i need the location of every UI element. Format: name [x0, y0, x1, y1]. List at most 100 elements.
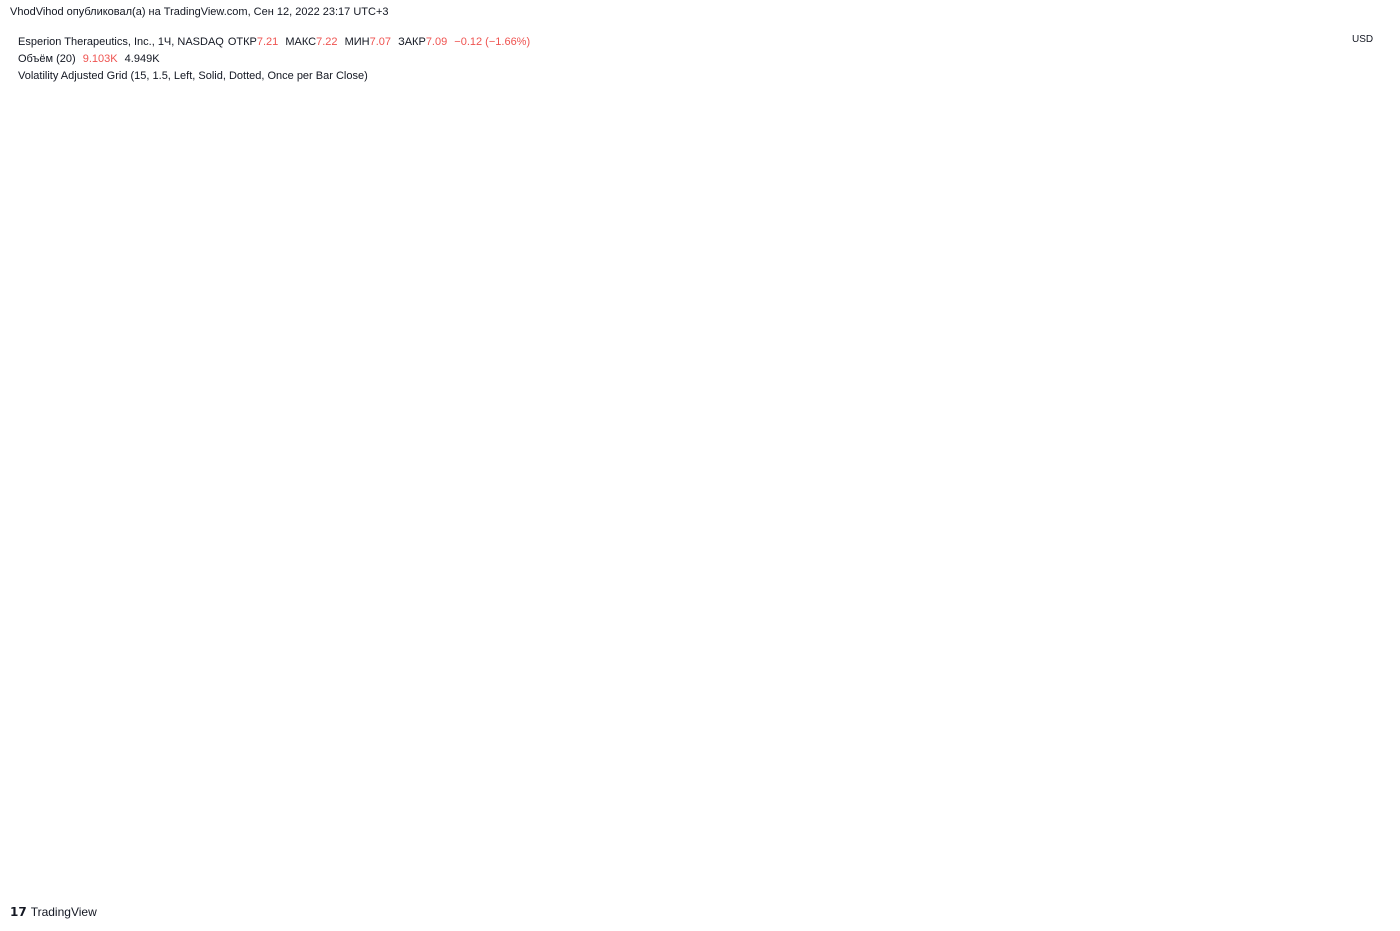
candle-body [268, 640, 271, 677]
volume-bar [212, 833, 215, 869]
volume-bar [105, 843, 108, 869]
volume-bar [149, 854, 153, 869]
candle-body [427, 400, 430, 412]
close-label: ЗАКР [398, 36, 426, 48]
volume-bar [327, 804, 330, 869]
candle-body [27, 527, 31, 529]
candle-body [515, 374, 519, 387]
wave-label-4: 4 [638, 265, 650, 287]
earnings-label: E [85, 850, 92, 861]
volume-bar [375, 845, 378, 869]
candle-body [667, 370, 671, 392]
candle-body [608, 397, 611, 433]
candle-body [552, 422, 556, 438]
candle-body [652, 371, 656, 375]
volume-bar [686, 806, 689, 869]
candle-body [408, 465, 412, 478]
volume-bar [120, 850, 123, 869]
volume-bar [423, 759, 426, 869]
open-label: ОТКР [227, 36, 257, 48]
y-tick-label: 7.60 [1351, 402, 1372, 414]
volume-bar [649, 829, 652, 869]
volume-bar [530, 850, 534, 869]
volume-ma-value: 4.949K [124, 53, 160, 65]
candle-body [367, 552, 371, 567]
volume-bar [704, 821, 708, 869]
candle-body [249, 665, 253, 667]
candle-body [453, 252, 456, 297]
candle-body [49, 830, 53, 840]
volume-bar [382, 854, 386, 869]
grid-level-label: (6.50) [820, 679, 849, 691]
candle-body [649, 338, 652, 372]
legend-indicator-row[interactable]: Volatility Adjusted Grid (15, 1.5, Left,… [18, 70, 372, 82]
grid-level-label: (9.10) [820, 24, 849, 36]
candle-body [430, 356, 434, 401]
volume-bar [134, 852, 138, 869]
volume-bar [197, 857, 201, 869]
candle-body [46, 830, 49, 849]
volume-bar [445, 755, 449, 869]
volume-bar [560, 858, 563, 869]
volume-bar [60, 853, 64, 869]
y-tick-label: 9.00 [1351, 49, 1372, 61]
volume-bar [323, 799, 326, 869]
volume-bar [693, 858, 696, 869]
candle-body [20, 531, 23, 538]
candle-body [471, 244, 475, 247]
candle-body [719, 418, 722, 437]
low-value: 7.07 [369, 36, 392, 48]
volume-bar [564, 834, 567, 869]
y-tick-label: 8.60 [1351, 150, 1372, 162]
volume-bar [541, 810, 545, 869]
volume-bar [194, 848, 197, 869]
candle-body [190, 739, 193, 757]
volume-bar [597, 838, 600, 869]
y-tick-label: 8.20 [1351, 251, 1372, 263]
volume-bar [334, 802, 338, 869]
candle-body [556, 422, 560, 439]
candle-body [308, 611, 312, 630]
candle-body [545, 401, 549, 409]
candle-body [656, 374, 660, 380]
volume-bar [79, 800, 82, 869]
candle-body [700, 418, 704, 420]
candle-body [101, 822, 105, 829]
volume-bar [390, 829, 393, 869]
volume-bar [297, 855, 301, 869]
candle-body [482, 255, 486, 285]
candle-body [16, 535, 19, 538]
volume-bar [245, 802, 249, 869]
candle-body [530, 383, 534, 419]
volume-bar [712, 852, 715, 869]
volume-bar [730, 813, 733, 869]
candle-body [290, 614, 293, 640]
volume-bar [752, 820, 756, 869]
volume-bar [582, 813, 585, 869]
candle-body [293, 614, 297, 648]
volume-label[interactable]: Объём (20) [18, 53, 76, 65]
volume-bar [634, 809, 637, 869]
candle-body [60, 826, 64, 848]
volume-bar [467, 766, 471, 869]
candle-body [393, 513, 397, 515]
candle-body [571, 426, 574, 437]
candle-body [756, 533, 759, 537]
high-label: МАКС [285, 36, 317, 48]
candle-body [197, 725, 201, 743]
tradingview-brand[interactable]: 𝟭𝟳 TradingView [10, 905, 97, 919]
candle-body [689, 405, 693, 422]
candle-body [549, 408, 552, 438]
indicator-label: Volatility Adjusted Grid (15, 1.5, Left,… [18, 70, 368, 82]
earnings-badge [80, 845, 96, 863]
volume-bar [16, 806, 19, 869]
symbol-name[interactable]: Esperion Therapeutics, Inc., 1Ч, NASDAQ [18, 36, 224, 48]
volume-bar [412, 813, 415, 869]
volume-bar [501, 756, 504, 869]
volume-bar [612, 833, 615, 869]
volume-bar [97, 799, 101, 869]
candle-body [83, 808, 86, 840]
grid-level-label: (8.60) [820, 150, 849, 162]
volume-bar [504, 794, 508, 869]
